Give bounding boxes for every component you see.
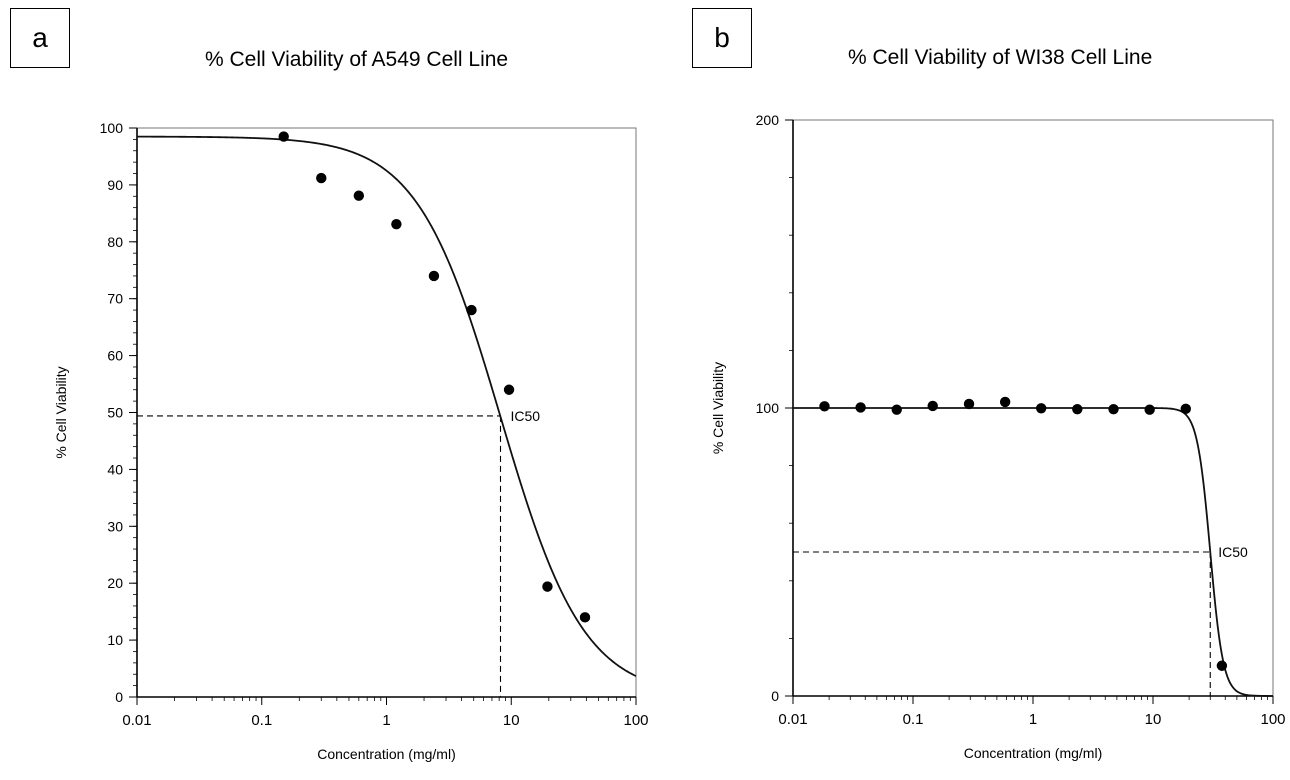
x-tick-label: 1 bbox=[382, 712, 390, 729]
y-axis-title: % Cell Viability bbox=[710, 362, 726, 454]
panel-label-a: a bbox=[10, 8, 70, 68]
y-tick-label: 20 bbox=[107, 575, 123, 591]
data-point bbox=[927, 400, 938, 412]
x-axis-title: Concentration (mg/ml) bbox=[317, 746, 456, 762]
x-tick-label: 0.1 bbox=[251, 712, 272, 729]
x-tick-label: 1 bbox=[1029, 711, 1037, 728]
data-point bbox=[999, 396, 1011, 408]
data-point bbox=[819, 401, 830, 412]
panel-label-b: b bbox=[692, 8, 752, 68]
x-tick-label: 100 bbox=[623, 712, 648, 729]
chart-title-b: % Cell Viability of WI38 Cell Line bbox=[848, 46, 1153, 69]
ic50-label: IC50 bbox=[510, 408, 540, 424]
data-point bbox=[278, 131, 289, 142]
y-tick-label: 60 bbox=[107, 348, 123, 364]
fit-curve bbox=[793, 407, 1273, 697]
data-point bbox=[316, 172, 327, 184]
y-tick-label: 0 bbox=[771, 688, 779, 704]
y-tick-label: 0 bbox=[115, 689, 123, 705]
chart-a: 0.01 0.1 1 10 100 0 10 20 30 40 50 60 70 80 90 100 Conce… bbox=[53, 120, 649, 762]
data-point bbox=[503, 384, 515, 395]
x-tick-label: 10 bbox=[1145, 711, 1162, 728]
data-point bbox=[1108, 403, 1119, 415]
data-point bbox=[1035, 403, 1047, 414]
x-tick-label: 0.01 bbox=[122, 712, 151, 729]
data-point bbox=[353, 190, 365, 201]
y-tick-label: 80 bbox=[107, 234, 123, 250]
data-point bbox=[466, 304, 477, 316]
y-tick-label: 90 bbox=[107, 177, 123, 193]
y-tick-label: 10 bbox=[107, 632, 123, 648]
data-point bbox=[855, 402, 866, 413]
data-point bbox=[579, 612, 591, 623]
y-tick-label: 30 bbox=[107, 518, 123, 534]
y-tick-label: 200 bbox=[756, 112, 780, 128]
y-tick-label: 50 bbox=[107, 405, 123, 421]
plot-frame bbox=[136, 127, 637, 698]
x-axis-title: Concentration (mg/ml) bbox=[964, 745, 1103, 761]
y-axis-title: % Cell Viability bbox=[53, 366, 69, 458]
y-tick-label: 70 bbox=[107, 291, 123, 307]
data-point bbox=[963, 398, 975, 410]
x-tick-label: 0.1 bbox=[903, 711, 924, 728]
y-tick-label: 100 bbox=[756, 400, 780, 416]
ic50-label: IC50 bbox=[1218, 544, 1248, 560]
chart-title-a: % Cell Viability of A549 Cell Line bbox=[205, 48, 509, 71]
data-point bbox=[891, 404, 902, 415]
x-tick-label: 0.01 bbox=[778, 711, 807, 728]
chart-b: 0.01 0.1 1 10 100 0 100 200 Concentration (mg/ml… bbox=[710, 112, 1286, 761]
fit-curve bbox=[137, 135, 637, 677]
y-tick-label: 100 bbox=[100, 120, 124, 136]
data-point bbox=[391, 218, 402, 230]
data-point bbox=[1072, 403, 1083, 415]
x-tick-label: 10 bbox=[503, 712, 520, 729]
data-point bbox=[1180, 403, 1191, 415]
data-point bbox=[1216, 660, 1228, 671]
data-point bbox=[1144, 404, 1155, 415]
data-point bbox=[542, 581, 553, 592]
x-tick-label: 100 bbox=[1260, 711, 1285, 728]
data-point bbox=[428, 270, 440, 282]
y-tick-label: 40 bbox=[107, 461, 123, 477]
